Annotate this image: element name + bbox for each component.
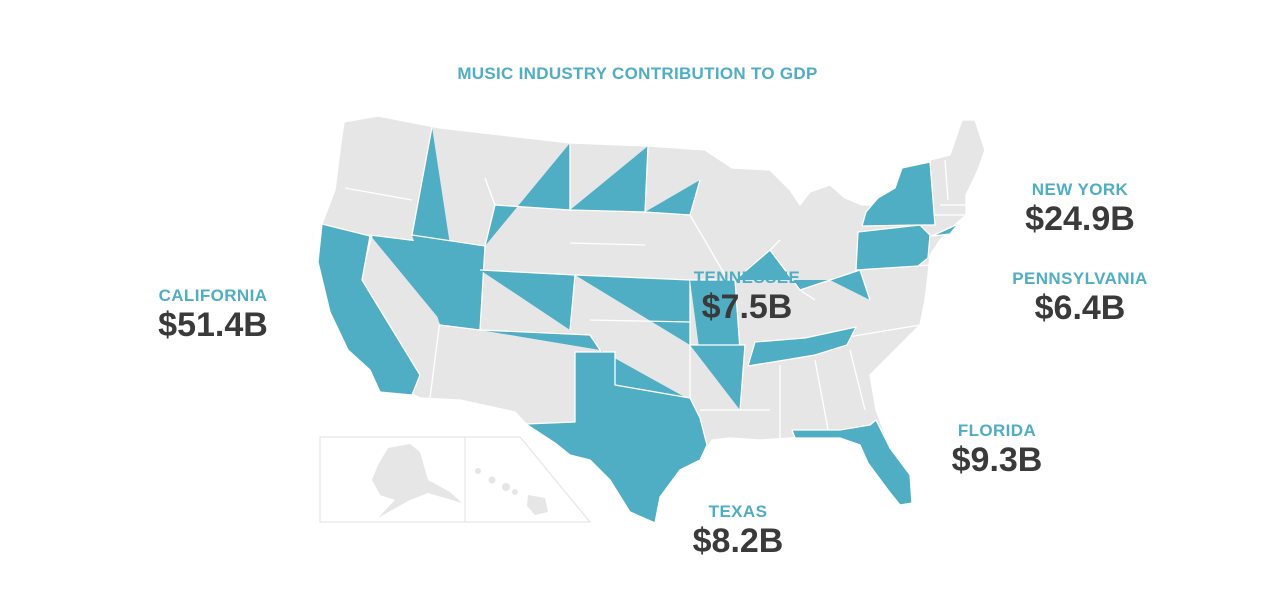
map-title: MUSIC INDUSTRY CONTRIBUTION TO GDP	[457, 64, 818, 83]
label-tennessee: TENNESSEE $7.5B	[672, 268, 822, 326]
state-value: $8.2B	[692, 522, 784, 560]
hawaii-shape	[475, 468, 548, 515]
state-pennsylvania[interactable]	[855, 224, 931, 271]
label-california: CALIFORNIA $51.4B	[132, 286, 294, 344]
state-texas[interactable]	[525, 351, 708, 524]
state-value: $6.4B	[1034, 289, 1126, 327]
state-name: NEW YORK	[1031, 180, 1129, 199]
alaska-shape	[372, 444, 462, 518]
state-name: PENNSYLVANIA	[1012, 269, 1148, 288]
label-pennsylvania: PENNSYLVANIA $6.4B	[1000, 269, 1160, 327]
state-value: $24.9B	[1025, 200, 1135, 238]
state-tennessee[interactable]	[747, 326, 857, 367]
state-value: $9.3B	[951, 441, 1043, 479]
state-value: $51.4B	[158, 306, 268, 344]
state-borders	[344, 126, 970, 441]
state-new-york-long-island[interactable]	[931, 223, 959, 237]
label-texas: TEXAS $8.2B	[668, 502, 808, 560]
inset-box	[319, 436, 592, 523]
label-florida: FLORIDA $9.3B	[928, 421, 1066, 479]
state-name: TEXAS	[708, 502, 768, 521]
state-value: $7.5B	[701, 288, 793, 326]
state-name: TENNESSEE	[693, 268, 801, 287]
state-name: CALIFORNIA	[158, 286, 268, 305]
state-name: FLORIDA	[957, 421, 1037, 440]
state-florida[interactable]	[791, 419, 913, 506]
label-new-york: NEW YORK $24.9B	[1000, 180, 1160, 238]
state-new-york[interactable]	[861, 161, 936, 227]
state-california[interactable]	[317, 223, 421, 396]
